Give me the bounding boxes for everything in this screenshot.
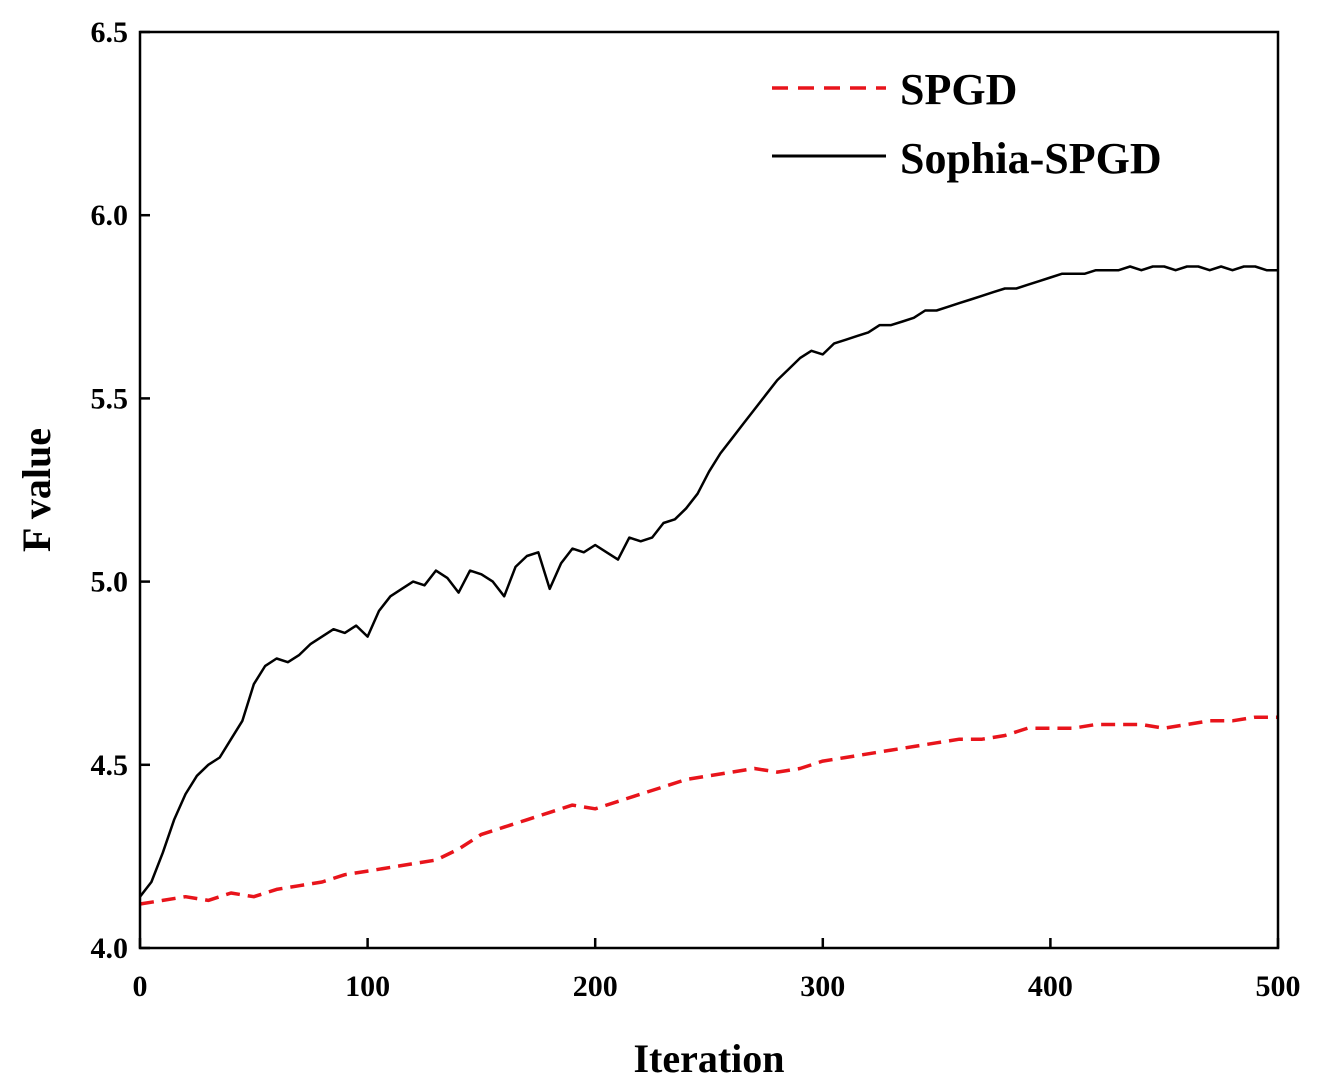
- legend-label-spgd: SPGD: [900, 65, 1017, 114]
- x-tick-label: 300: [800, 970, 845, 1003]
- series-layer: [139, 265, 1278, 906]
- x-tick-label: 400: [1028, 970, 1073, 1003]
- y-tick-label: 6.0: [91, 199, 129, 232]
- y-tick-label: 4.5: [91, 749, 129, 782]
- ticks-layer: [138, 30, 1280, 950]
- x-tick-label: 100: [345, 970, 390, 1003]
- y-tick-label: 4.0: [91, 932, 129, 965]
- y-tick-label: 5.0: [91, 566, 129, 599]
- y-axis-title: F value: [14, 428, 59, 552]
- series-line-sophia-spgd: [139, 265, 1278, 898]
- series-line-spgd: [139, 715, 1278, 906]
- tick-labels-layer: 0 100 200 300 400 500 4.0 4.5 5.0 5.5 6.0 6.5: [91, 16, 1301, 1003]
- x-tick-label: 200: [573, 970, 618, 1003]
- legend: SPGD Sophia-SPGD: [772, 65, 1162, 183]
- plot-frame: [138, 30, 1280, 950]
- x-tick-label: 0: [133, 970, 148, 1003]
- x-tick-label: 500: [1256, 970, 1301, 1003]
- legend-label-sophia-spgd: Sophia-SPGD: [900, 134, 1162, 183]
- y-tick-label: 6.5: [91, 16, 129, 49]
- x-axis-title: Iteration: [633, 1036, 784, 1081]
- y-tick-label: 5.5: [91, 382, 129, 415]
